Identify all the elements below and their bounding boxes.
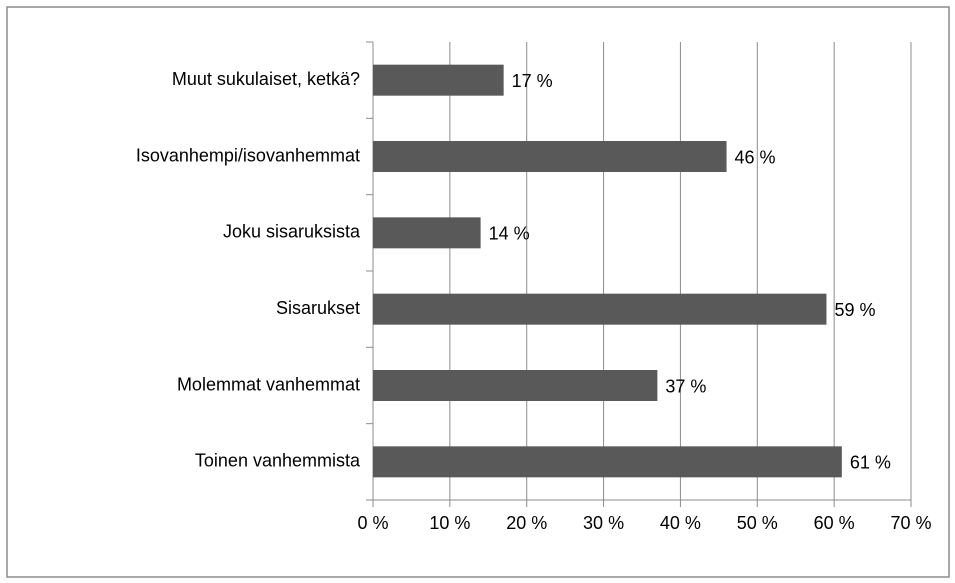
value-label: 61 %	[850, 453, 891, 473]
bar	[373, 446, 842, 478]
y-tick-label: Molemmat vanhemmat	[177, 374, 360, 394]
bar	[373, 370, 658, 401]
bar	[373, 141, 727, 172]
value-label: 14 %	[489, 224, 530, 244]
value-label: 46 %	[735, 147, 776, 167]
x-tick-label: 70 %	[890, 513, 931, 533]
y-tick-label: Isovanhempi/isovanhemmat	[136, 145, 360, 165]
bar	[373, 217, 481, 249]
x-tick-label: 30 %	[583, 513, 624, 533]
chart-border	[6, 6, 950, 578]
y-tick-label: Joku sisaruksista	[223, 222, 361, 242]
bar	[373, 64, 504, 96]
x-tick-label: 10 %	[429, 513, 470, 533]
bar	[373, 293, 827, 325]
value-label: 37 %	[665, 376, 706, 396]
x-tick-label: 40 %	[660, 513, 701, 533]
y-tick-label: Toinen vanhemmista	[195, 451, 361, 471]
x-tick-label: 60 %	[814, 513, 855, 533]
x-tick-label: 0 %	[357, 513, 388, 533]
y-tick-label: Sisarukset	[276, 298, 360, 318]
y-tick-label: Muut sukulaiset, ketkä?	[172, 69, 360, 89]
value-label: 17 %	[512, 71, 553, 91]
x-tick-label: 50 %	[737, 513, 778, 533]
value-label: 59 %	[834, 300, 875, 320]
x-tick-label: 20 %	[506, 513, 547, 533]
